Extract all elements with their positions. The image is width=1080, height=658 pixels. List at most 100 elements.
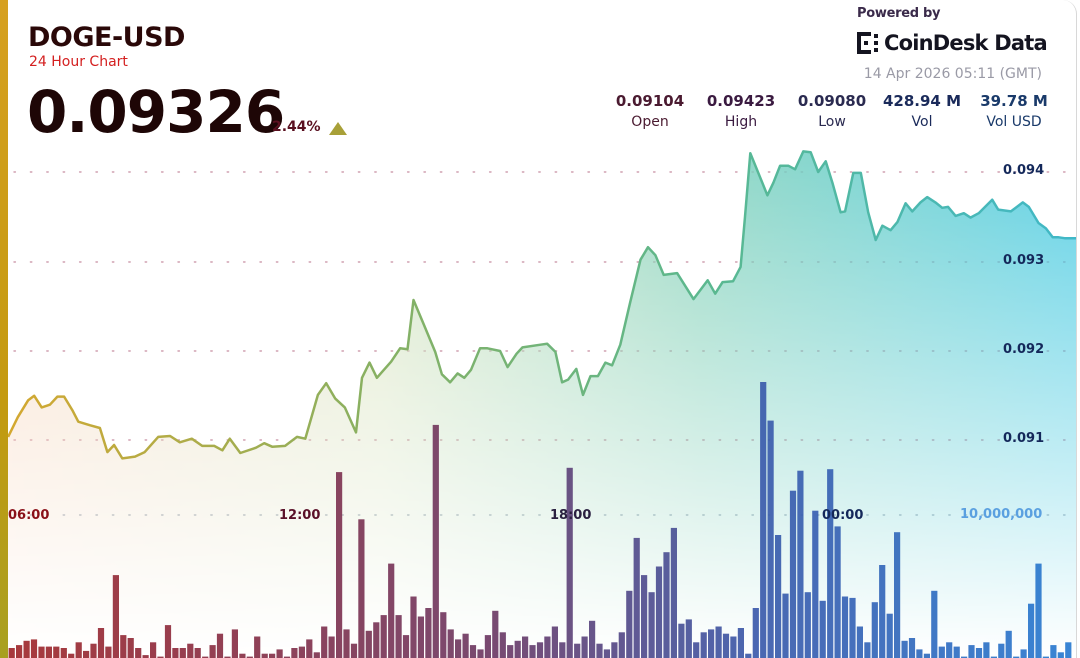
volume-bar — [522, 636, 529, 658]
volume-bar — [745, 653, 752, 658]
volume-bar — [336, 472, 343, 658]
volume-bar — [432, 424, 439, 658]
volume-bar — [507, 645, 514, 658]
volume-bar — [425, 608, 432, 658]
powered-by: Powered by — [857, 6, 941, 21]
volume-bar — [700, 632, 707, 658]
volume-bar — [402, 635, 410, 658]
x-tick-label: 00:00 — [822, 508, 864, 523]
volume-bar — [380, 615, 387, 658]
volume-bar — [574, 643, 581, 658]
coindesk-logo-icon — [857, 32, 879, 54]
volume-bar — [90, 643, 97, 658]
volume-bar — [455, 639, 462, 658]
price-line — [6, 150, 1076, 460]
volume-bar — [968, 645, 975, 658]
volume-bar — [254, 636, 261, 658]
volume-bar — [849, 597, 856, 658]
volume-bar — [1020, 649, 1027, 658]
volume-bar — [975, 648, 983, 658]
price-change: 2.44% — [272, 119, 321, 135]
volume-bar — [45, 646, 52, 658]
x-tick-label: 18:00 — [550, 508, 592, 523]
volume-bar — [559, 642, 566, 658]
stat-label: Vol — [911, 114, 933, 130]
logo-text: CoinDesk Data — [884, 31, 1048, 55]
stat-value: 39.78 M — [980, 92, 1048, 110]
symbol-title: DOGE-USD — [28, 22, 185, 53]
volume-bar — [150, 642, 157, 658]
volume-bar — [841, 596, 849, 658]
volume-bar — [708, 629, 715, 658]
volume-bar — [678, 623, 685, 658]
volume-bar — [715, 626, 722, 658]
volume-bar — [410, 596, 417, 658]
volume-bar — [224, 656, 231, 658]
volume-bar — [23, 640, 30, 658]
stat-label: Open — [631, 114, 669, 130]
volume-bar — [30, 639, 38, 658]
coindesk-logo[interactable]: CoinDesk Data — [857, 31, 1048, 55]
volume-bar — [269, 653, 276, 658]
volume-bar — [469, 645, 477, 658]
y-tick-label: 0.093 — [1003, 253, 1045, 268]
volume-bar — [313, 652, 320, 658]
volume-bar — [953, 646, 960, 658]
stat-value: 0.09423 — [706, 92, 776, 110]
volume-bar — [492, 610, 499, 658]
volume-bar — [1065, 642, 1072, 658]
volume-bar — [1042, 656, 1049, 658]
volume-bar — [864, 642, 871, 658]
volume-bar — [246, 656, 253, 658]
volume-bar — [797, 470, 804, 658]
volume-bar — [961, 656, 968, 658]
volume-bar — [544, 636, 551, 658]
volume-bar — [365, 630, 372, 658]
volume-bar — [484, 635, 491, 658]
volume-bar — [946, 642, 953, 658]
stat-value: 0.09080 — [797, 92, 867, 110]
x-tick-label: 06:00 — [8, 508, 50, 523]
volume-bar — [938, 646, 945, 658]
y-tick-label: 0.092 — [1003, 342, 1045, 357]
volume-bar — [105, 646, 112, 658]
volume-bar — [655, 566, 663, 658]
volume-bar — [901, 640, 908, 658]
volume-bar — [395, 615, 402, 658]
volume-bar — [358, 519, 365, 658]
volume-bar — [60, 648, 67, 658]
volume-bar — [261, 653, 268, 658]
volume-bar — [447, 629, 454, 658]
volume-bar — [179, 648, 186, 658]
volume-bar — [983, 642, 990, 658]
volume-bar — [8, 648, 15, 658]
volume-bar — [804, 592, 811, 658]
stat-value: 428.94 M — [882, 92, 962, 110]
volume-bar — [923, 653, 930, 658]
accent-bar — [0, 0, 8, 658]
volume-bar — [417, 616, 424, 658]
volume-bar — [633, 537, 640, 658]
volume-bar — [68, 653, 75, 658]
volume-bar — [1028, 603, 1035, 658]
volume-bar — [670, 527, 677, 658]
volume-bar — [164, 625, 172, 658]
volume-bar — [856, 626, 863, 658]
volume-bar — [551, 626, 558, 658]
volume-bar — [641, 575, 648, 658]
volume-bar — [827, 469, 834, 658]
volume-bar — [908, 638, 916, 658]
volume-bar — [693, 642, 700, 658]
volume-bar — [120, 635, 127, 658]
volume-bar — [157, 656, 164, 658]
volume-bar — [626, 590, 633, 658]
volume-bar — [112, 575, 119, 658]
volume-bar — [291, 648, 298, 658]
volume-bar — [194, 648, 201, 658]
stat-vol-usd: 39.78 M Vol USD — [966, 92, 1062, 130]
volume-bar — [135, 648, 142, 658]
volume-bar — [752, 608, 759, 658]
timestamp: 14 Apr 2026 05:11 (GMT) — [863, 66, 1042, 82]
volume-bar — [894, 532, 901, 658]
